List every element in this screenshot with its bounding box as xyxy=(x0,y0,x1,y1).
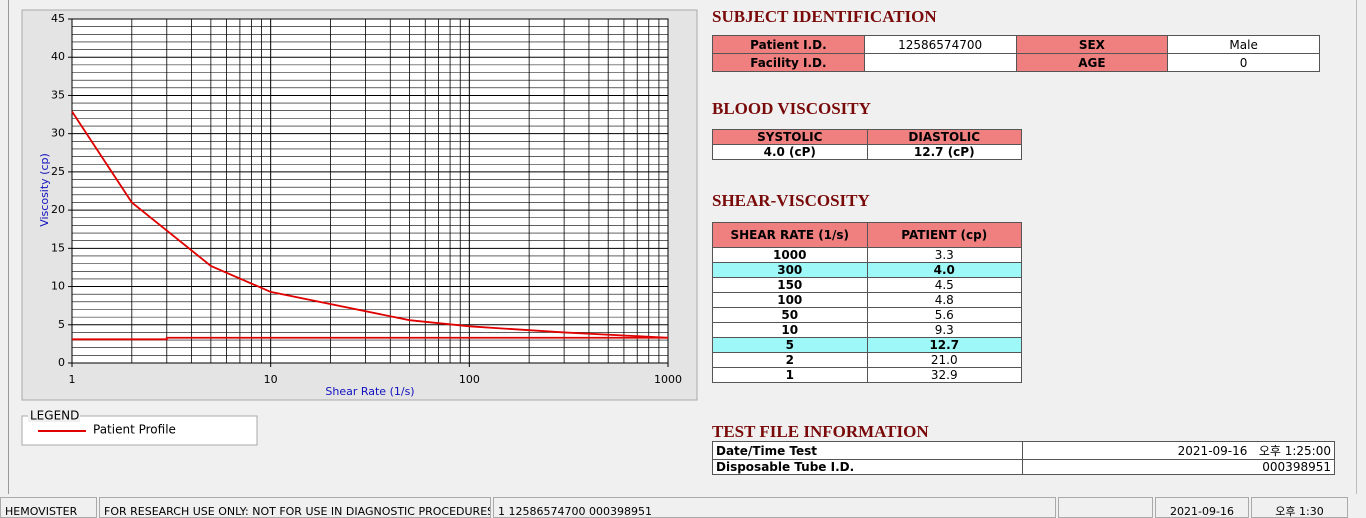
section-title: SHEAR-VISCOSITY xyxy=(712,191,870,210)
y-axis-label: Viscosity (cp) xyxy=(38,153,51,227)
legend-label: Patient Profile xyxy=(93,423,176,437)
status-cell: HEMOVISTER xyxy=(0,497,97,518)
shear-rate: 5 xyxy=(712,337,868,353)
field-label: AGE xyxy=(1015,53,1169,72)
shear-rate: 50 xyxy=(712,307,868,323)
plot-border xyxy=(71,18,669,364)
viscosity-value: 4.0 (cP) xyxy=(712,144,868,160)
status-cell: 1 12586574700 000398951 xyxy=(493,497,1056,518)
shear-rate: 10 xyxy=(712,322,868,338)
data-line xyxy=(72,336,668,341)
viscosity-value: 4.8 xyxy=(866,292,1022,308)
field-value: 12586574700 xyxy=(863,35,1017,54)
blood-table: SYSTOLIC DIASTOLIC 4.0 (cP) 12.7 (cP) xyxy=(712,129,1022,160)
viscosity-value: 4.5 xyxy=(866,277,1022,293)
viscosity-value: 4.0 xyxy=(866,262,1022,278)
table-row: SYSTOLIC DIASTOLIC xyxy=(712,129,1022,145)
table-row: 300 4.0 xyxy=(712,262,1022,278)
column-header: SHEAR RATE (1/s) xyxy=(712,222,868,248)
y-tick-label: 30 xyxy=(51,127,65,140)
status-cell xyxy=(1058,497,1153,518)
table-row: 150 4.5 xyxy=(712,277,1022,293)
section-title: BLOOD VISCOSITY xyxy=(712,99,871,118)
table-row: SHEAR RATE (1/s) PATIENT (cp) xyxy=(712,222,1022,248)
shear-rate: 2 xyxy=(712,352,868,368)
table-row: Patient I.D. 12586574700 SEX Male xyxy=(712,35,1320,54)
shear-rate: 1 xyxy=(712,367,868,383)
x-tick-label: 100 xyxy=(459,373,480,386)
table-row: 1000 3.3 xyxy=(712,247,1022,263)
plot-area xyxy=(72,19,668,363)
table-row: Facility I.D. AGE 0 xyxy=(712,53,1320,72)
viscosity-value: 21.0 xyxy=(866,352,1022,368)
field-label: Date/Time Test xyxy=(712,441,1023,460)
table-row: 5 12.7 xyxy=(712,337,1022,353)
table-row: 50 5.6 xyxy=(712,307,1022,323)
section-title: SUBJECT IDENTIFICATION xyxy=(712,7,937,26)
viscosity-value: 3.3 xyxy=(866,247,1022,263)
shear-rate: 300 xyxy=(712,262,868,278)
data-line xyxy=(71,111,669,339)
status-cell: FOR RESEARCH USE ONLY: NOT FOR USE IN DI… xyxy=(99,497,491,518)
field-label: Patient I.D. xyxy=(712,35,865,54)
y-tick-label: 5 xyxy=(58,318,65,331)
field-value: 000398951 xyxy=(1022,459,1335,475)
table-row: 1 32.9 xyxy=(712,367,1022,383)
viscosity-value: 9.3 xyxy=(866,322,1022,338)
x-tick-label: 10 xyxy=(264,373,278,386)
shear-rate: 1000 xyxy=(712,247,868,263)
table-row: 4.0 (cP) 12.7 (cP) xyxy=(712,144,1022,160)
column-header: SYSTOLIC xyxy=(712,129,868,145)
table-row: Date/Time Test 2021-09-16 오후 1:25:00 xyxy=(712,441,1335,460)
viscosity-value: 32.9 xyxy=(866,367,1022,383)
field-label: Disposable Tube I.D. xyxy=(712,459,1023,475)
viscosity-value: 12.7 xyxy=(866,337,1022,353)
field-value: Male xyxy=(1167,35,1320,54)
x-axis-label: Shear Rate (1/s) xyxy=(325,385,414,398)
table-row: 2 21.0 xyxy=(712,352,1022,368)
y-tick-label: 10 xyxy=(51,280,65,293)
field-value: 2021-09-16 오후 1:25:00 xyxy=(1022,441,1335,460)
legend-title: LEGEND xyxy=(30,409,79,423)
y-tick-label: 35 xyxy=(51,88,65,101)
shear-rate: 100 xyxy=(712,292,868,308)
y-tick-label: 0 xyxy=(58,356,65,369)
x-tick-label: 1 xyxy=(69,373,76,386)
shear-table: SHEAR RATE (1/s) PATIENT (cp) 1000 3.3 300 4.… xyxy=(712,222,1022,383)
field-label: Facility I.D. xyxy=(712,53,865,72)
legend-title-bg xyxy=(28,409,80,422)
shear-rate: 150 xyxy=(712,277,868,293)
x-tick-label: 1000 xyxy=(654,373,682,386)
y-tick-label: 25 xyxy=(51,165,65,178)
table-row: Disposable Tube I.D. 000398951 xyxy=(712,459,1335,475)
y-tick-label: 20 xyxy=(51,203,65,216)
viscosity-value: 5.6 xyxy=(866,307,1022,323)
status-cell: 오후 1:30 xyxy=(1251,497,1348,518)
column-header: PATIENT (cp) xyxy=(866,222,1022,248)
field-label: SEX xyxy=(1015,35,1169,54)
frame-edge xyxy=(1356,0,1357,494)
viscosity-value: 12.7 (cP) xyxy=(866,144,1022,160)
y-tick-label: 15 xyxy=(51,241,65,254)
subject-table: Patient I.D. 12586574700 SEX Male Facility I… xyxy=(712,35,1320,72)
table-row: 100 4.8 xyxy=(712,292,1022,308)
chart: Shear Rate (1/s) Viscosity (cp) LEGEND 1… xyxy=(21,9,698,446)
y-tick-label: 40 xyxy=(51,50,65,63)
table-row: 10 9.3 xyxy=(712,322,1022,338)
field-value: 0 xyxy=(1167,53,1320,72)
test-table: Date/Time Test 2021-09-16 오후 1:25:00 Dispo… xyxy=(712,441,1335,475)
section-title: TEST FILE INFORMATION xyxy=(712,422,929,441)
frame-edge xyxy=(8,0,9,494)
column-header: DIASTOLIC xyxy=(866,129,1022,145)
field-value xyxy=(863,53,1017,72)
y-tick-label: 45 xyxy=(51,12,65,25)
status-cell: 2021-09-16 xyxy=(1155,497,1249,518)
